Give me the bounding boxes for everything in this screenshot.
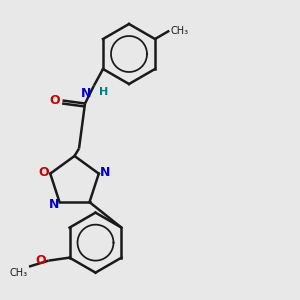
Text: N: N — [81, 87, 92, 100]
Text: O: O — [50, 94, 60, 107]
Text: O: O — [35, 254, 46, 267]
Text: O: O — [38, 166, 49, 178]
Text: N: N — [100, 166, 111, 178]
Text: N: N — [49, 198, 59, 211]
Text: CH₃: CH₃ — [9, 268, 28, 278]
Text: CH₃: CH₃ — [171, 26, 189, 36]
Text: H: H — [99, 87, 109, 97]
